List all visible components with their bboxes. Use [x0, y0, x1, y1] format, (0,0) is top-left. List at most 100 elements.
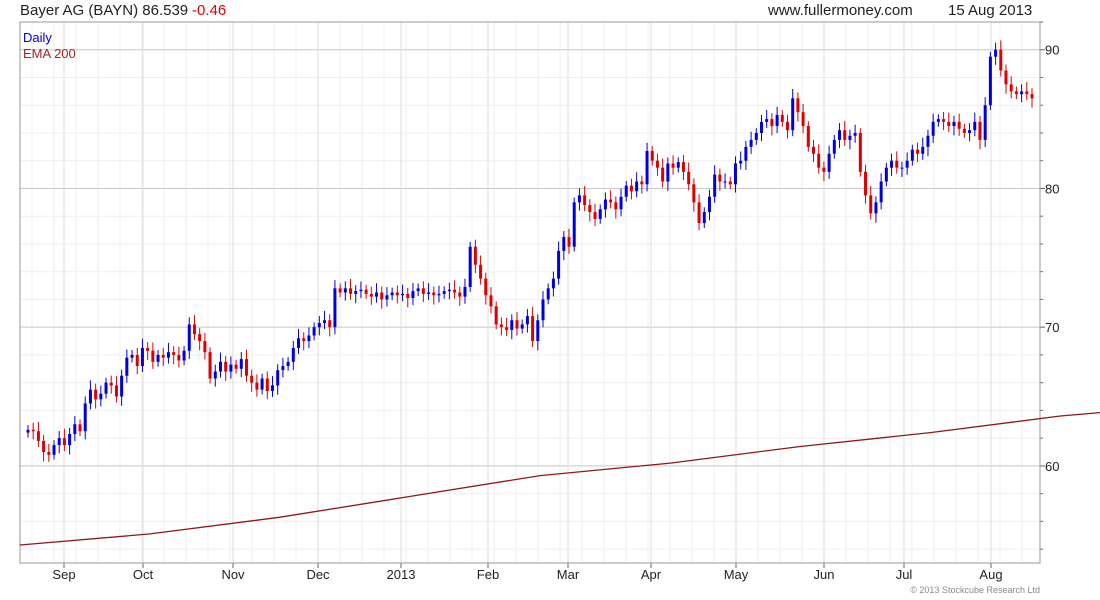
candle-body — [281, 366, 285, 371]
candle-body — [416, 288, 420, 292]
candle-body — [676, 162, 680, 168]
candle-body — [83, 403, 87, 432]
candle-body — [739, 160, 743, 164]
candle-body — [791, 98, 795, 131]
candle-body — [619, 196, 623, 210]
candle-body — [364, 289, 368, 294]
candle-body — [629, 185, 633, 192]
candle-body — [463, 286, 467, 297]
candle-body — [78, 424, 82, 432]
candle-body — [1025, 91, 1029, 95]
candle-body — [224, 361, 228, 372]
y-tick-label: 80 — [1045, 181, 1059, 196]
candle-body — [1009, 84, 1013, 92]
x-tick-label: Sep — [52, 567, 75, 582]
candle-body — [858, 132, 862, 172]
candle-body — [291, 347, 295, 362]
candle-body — [765, 119, 769, 122]
candle-body — [978, 121, 982, 140]
candle-body — [577, 195, 581, 203]
candle-body — [36, 431, 40, 441]
y-tick-label: 90 — [1045, 43, 1059, 58]
candle-body — [276, 370, 280, 386]
candle-body — [114, 385, 118, 397]
x-tick-label: Dec — [306, 567, 330, 582]
candle-body — [177, 354, 181, 361]
ema-200-line — [19, 411, 1100, 546]
candle-body — [499, 324, 503, 328]
candle-body — [166, 352, 170, 358]
candle-body — [702, 212, 706, 224]
candle-body — [453, 289, 457, 293]
candle-body — [994, 49, 998, 57]
candle-body — [427, 292, 431, 294]
candle-body — [229, 364, 233, 372]
candle-body — [536, 320, 540, 342]
candle-body — [624, 185, 628, 197]
candle-body — [983, 105, 987, 140]
candle-body — [973, 121, 977, 131]
candle-body — [192, 324, 196, 335]
candle-body — [401, 293, 405, 296]
candle-body — [603, 199, 607, 210]
candle-body — [317, 323, 321, 328]
candle-body — [88, 389, 92, 404]
candle-body — [942, 119, 946, 122]
candle-body — [551, 278, 555, 289]
candle-body — [359, 289, 363, 292]
candle-body — [156, 354, 160, 362]
candle-body — [380, 292, 384, 300]
candle-body — [827, 153, 831, 172]
candle-body — [520, 324, 524, 329]
candle-body — [421, 288, 425, 294]
x-tick-label: Oct — [133, 567, 154, 582]
candle-body — [910, 149, 914, 161]
candle-body — [567, 237, 571, 247]
candle-body — [822, 167, 826, 172]
candle-body — [468, 246, 472, 287]
x-tick-label: 2013 — [387, 567, 416, 582]
candle-body — [302, 338, 306, 342]
candle-body — [900, 167, 904, 169]
candle-body — [936, 119, 940, 122]
chart-header: Bayer AG (BAYN) 86.539 -0.46 www.fullerm… — [0, 0, 1100, 22]
candle-body — [713, 174, 717, 197]
candle-body — [562, 237, 566, 251]
candle-body — [812, 146, 816, 154]
candle-body — [447, 289, 451, 292]
candle-body — [749, 139, 753, 147]
chart-legend: Daily EMA 200 — [23, 30, 76, 62]
candle-body — [270, 385, 274, 391]
candle-body — [733, 163, 737, 185]
candle-body — [957, 121, 961, 129]
candle-body — [661, 167, 665, 182]
candle-body — [68, 433, 72, 446]
candle-body — [73, 424, 77, 434]
candle-body — [962, 128, 966, 133]
candle-body — [208, 352, 212, 379]
candle-body — [853, 132, 857, 136]
candle-body — [718, 174, 722, 182]
candle-body — [333, 288, 337, 328]
candle-body — [947, 121, 951, 127]
candle-body — [255, 382, 259, 390]
candle-body — [437, 293, 441, 296]
candle-body — [286, 361, 290, 367]
x-tick-label: Jul — [896, 567, 913, 582]
candle-body — [546, 288, 550, 300]
candle-body — [525, 316, 529, 325]
copyright-notice: © 2013 Stockcube Research Ltd — [910, 585, 1040, 595]
candle-body — [203, 341, 207, 353]
candle-body — [369, 293, 373, 297]
candle-body — [801, 112, 805, 127]
candle-body — [744, 146, 748, 161]
price-change: -0.46 — [192, 2, 227, 19]
candle-body — [655, 160, 659, 168]
candle-body — [687, 171, 691, 185]
candle-body — [489, 295, 493, 307]
candle-body — [218, 361, 222, 372]
x-tick-label: Apr — [641, 567, 662, 582]
candle-body — [338, 288, 342, 293]
candle-body — [874, 202, 878, 214]
candle-body — [385, 295, 389, 300]
